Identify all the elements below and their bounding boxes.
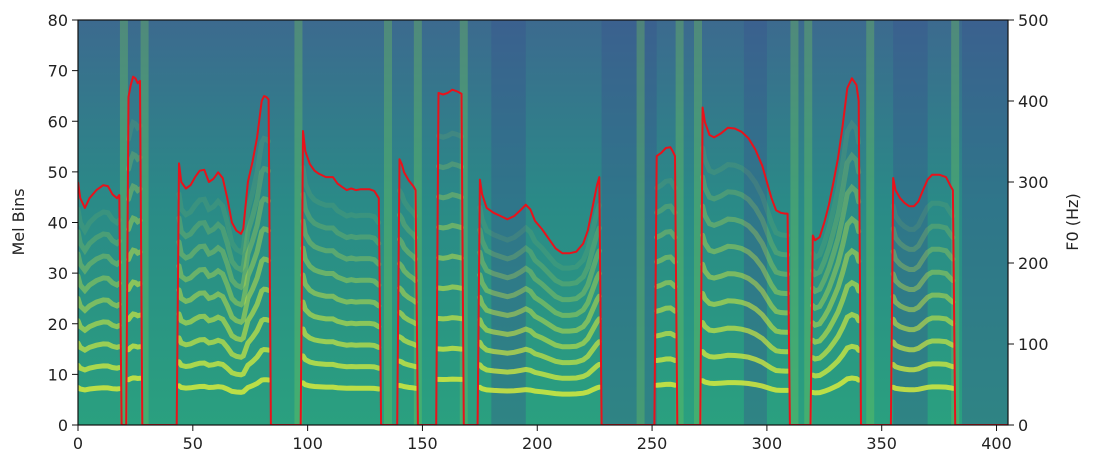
y-axis-left: 0 10 20 30 40 50 60 70 80 [48,11,78,435]
x-tick-label: 150 [407,434,438,453]
y2-tick-label: 0 [1018,416,1028,435]
y-axis-label: Mel Bins [9,188,28,255]
x-tick-label: 50 [183,434,203,453]
y-tick-label: 40 [48,214,68,233]
y2-tick-label: 200 [1018,254,1049,273]
x-tick-label: 300 [752,434,783,453]
y-tick-label: 50 [48,163,68,182]
y-tick-label: 10 [48,365,68,384]
y2-tick-label: 400 [1018,92,1049,111]
y-tick-label: 60 [48,112,68,131]
x-tick-label: 400 [981,434,1012,453]
x-tick-label: 250 [637,434,668,453]
y-tick-label: 80 [48,11,68,30]
y2-axis-label: F0 (Hz) [1063,193,1082,250]
y2-tick-label: 100 [1018,335,1049,354]
f0-line [78,75,1008,425]
y-tick-label: 20 [48,315,68,334]
f0-series-line [78,75,1008,425]
y-axis-right: 0 100 200 300 400 500 [1008,11,1049,435]
y2-tick-label: 300 [1018,173,1049,192]
x-axis: 0 50 100 150 200 250 300 350 400 [73,425,1012,453]
x-tick-label: 0 [73,434,83,453]
y2-tick-label: 500 [1018,11,1049,30]
y-tick-label: 30 [48,264,68,283]
x-tick-label: 100 [292,434,323,453]
y-tick-label: 0 [58,416,68,435]
x-tick-label: 200 [522,434,553,453]
y-tick-label: 70 [48,62,68,81]
x-tick-label: 350 [866,434,897,453]
spectrogram-heatmap [78,20,1008,425]
